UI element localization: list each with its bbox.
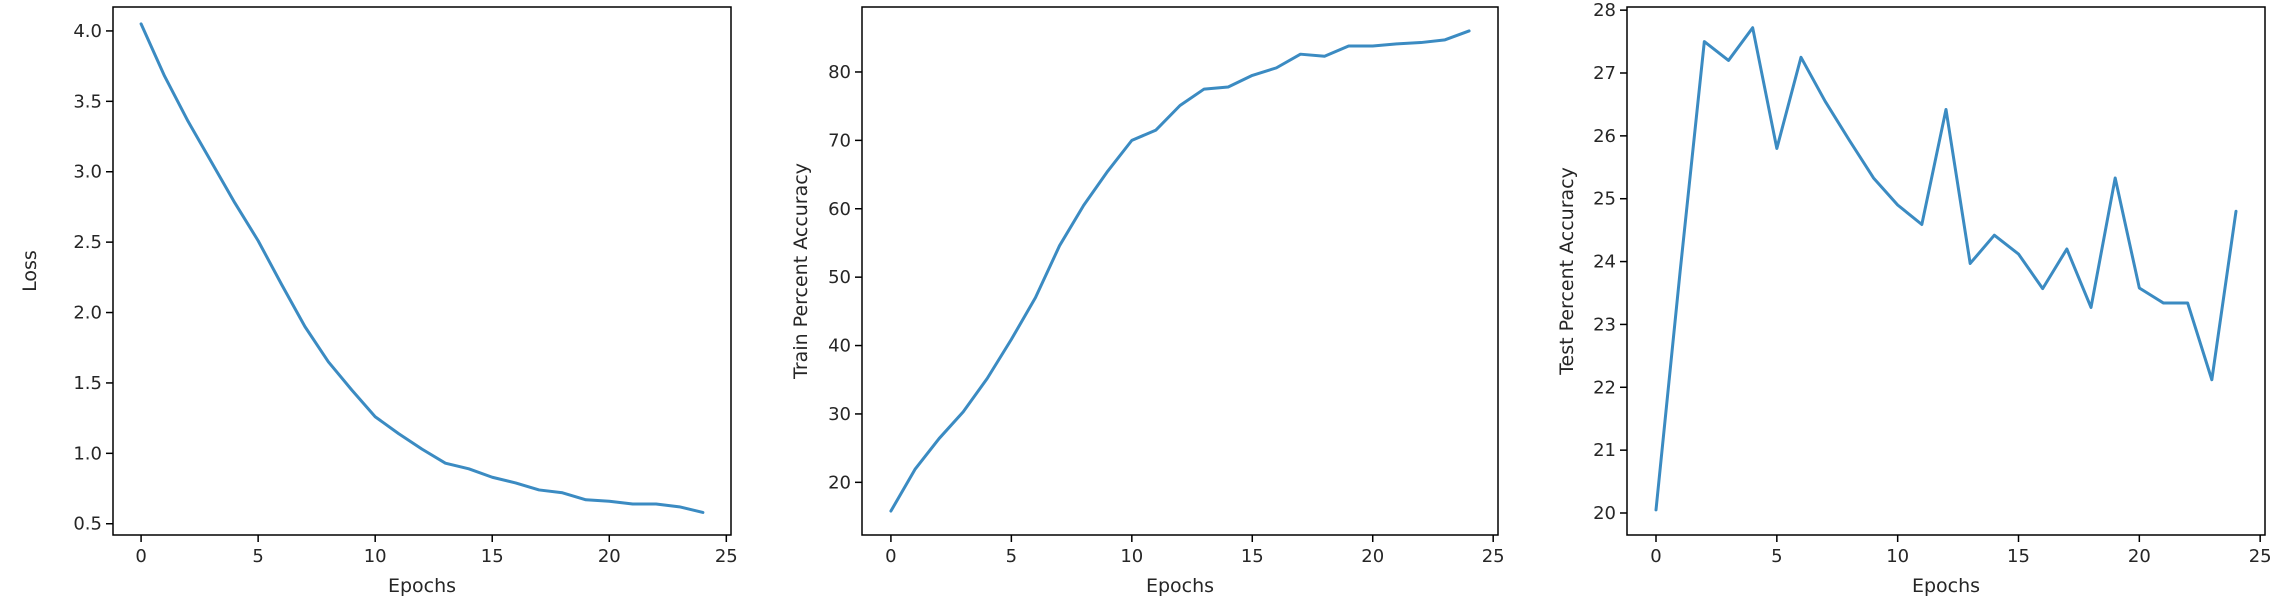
chart-2-y-tick-label-6: 70	[828, 130, 851, 151]
chart-1-x-tick-label-2: 5	[252, 546, 263, 567]
chart-3-y-tick-label-4: 23	[1593, 314, 1616, 335]
chart-3-y-axis-label: Test Percent Accuracy	[1556, 167, 1578, 376]
chart-2-y-axis-label: Train Percent Accuracy	[790, 163, 812, 380]
chart-1-x-tick-label-5: 20	[598, 546, 621, 567]
chart-1-y-tick-label-8: 4.0	[73, 21, 102, 42]
chart-1-frame	[112, 6, 732, 536]
chart-1-x-tick-label-3: 10	[364, 546, 387, 567]
chart-2-series-line-1	[889, 29, 1471, 513]
chart-2: 0 5 10 15 20 25 20 30 40 50 60 70 80 Epochs Train Perc…	[790, 6, 1505, 597]
chart-2-y-tick-label-5: 60	[828, 199, 851, 220]
chart-1-x-tick-label-1: 0	[135, 546, 146, 567]
chart-2-y-tick-label-3: 40	[828, 336, 851, 357]
chart-1-y-tick-label-7: 3.5	[73, 91, 102, 112]
chart-1-y-tick-label-1: 0.5	[73, 514, 102, 535]
chart-1-y-tick-label-3: 1.5	[73, 373, 102, 394]
chart-2-x-tick-label-5: 20	[1361, 546, 1384, 567]
chart-1-y-tick-label-2: 1.0	[73, 443, 102, 464]
chart-1-series-line-1	[139, 22, 705, 514]
chart-3: 0 5 10 15 20 25 20 21 22 23 24 25 26 27 28 Epochs Test P…	[1556, 0, 2272, 597]
chart-3-frame	[1626, 6, 2266, 536]
chart-3-x-tick-label-1: 0	[1650, 546, 1661, 567]
chart-3-y-tick-label-5: 24	[1593, 252, 1616, 273]
chart-3-y-tick-label-2: 21	[1593, 440, 1616, 461]
chart-2-x-axis-label: Epochs	[1146, 575, 1214, 597]
chart-3-x-tick-label-2: 5	[1771, 546, 1782, 567]
chart-2-x-tick-label-2: 5	[1006, 546, 1017, 567]
chart-3-series-line-1	[1654, 26, 2238, 512]
chart-3-y-tick-label-8: 27	[1593, 63, 1616, 84]
chart-3-y-tick-label-1: 20	[1593, 503, 1616, 524]
chart-3-y-tick-label-6: 25	[1593, 189, 1616, 210]
chart-3-y-tick-label-9: 28	[1593, 0, 1616, 21]
chart-2-y-tick-label-2: 30	[828, 404, 851, 425]
chart-3-x-tick-label-3: 10	[1886, 546, 1909, 567]
chart-1-y-axis-label: Loss	[19, 250, 41, 292]
chart-2-frame	[861, 6, 1499, 536]
chart-2-y-tick-label-4: 50	[828, 267, 851, 288]
chart-2-y-tick-label-7: 80	[828, 62, 851, 83]
chart-3-x-tick-label-6: 25	[2249, 546, 2272, 567]
chart-2-y-tick-label-1: 20	[828, 472, 851, 493]
chart-2-x-tick-label-3: 10	[1120, 546, 1143, 567]
chart-1: 0 5 10 15 20 25 0.5 1.0 1.5 2.0 2.5 3.0 3.5 4.0 Epochs…	[19, 6, 738, 597]
chart-1-x-tick-label-6: 25	[715, 546, 738, 567]
chart-1-x-axis-label: Epochs	[388, 575, 456, 597]
chart-2-x-tick-label-1: 0	[885, 546, 896, 567]
chart-3-x-tick-label-4: 15	[2007, 546, 2030, 567]
chart-1-x-tick-label-4: 15	[481, 546, 504, 567]
chart-2-x-tick-label-6: 25	[1482, 546, 1505, 567]
chart-3-y-tick-label-7: 26	[1593, 126, 1616, 147]
chart-1-y-tick-label-4: 2.0	[73, 303, 102, 324]
chart-3-x-tick-label-5: 20	[2128, 546, 2151, 567]
chart-3-y-tick-label-3: 22	[1593, 377, 1616, 398]
chart-2-x-tick-label-4: 15	[1241, 546, 1264, 567]
chart-3-x-axis-label: Epochs	[1912, 575, 1980, 597]
chart-1-y-tick-label-5: 2.5	[73, 232, 102, 253]
chart-1-y-tick-label-6: 3.0	[73, 162, 102, 183]
